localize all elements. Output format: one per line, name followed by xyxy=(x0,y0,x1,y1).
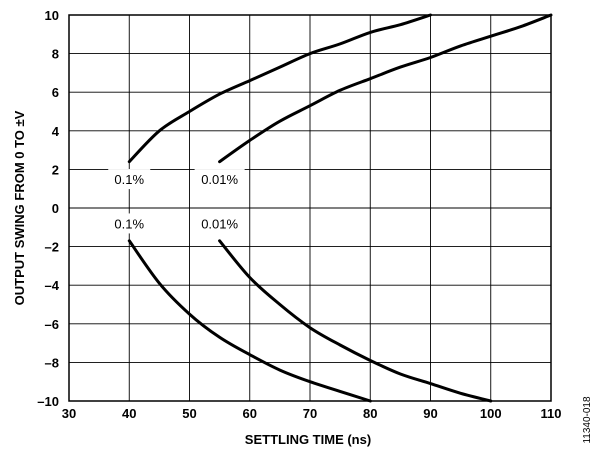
curve-labels: 0.1% 0.01% 0.1% 0.01% xyxy=(108,169,245,234)
x-tick-label: 110 xyxy=(541,406,562,421)
x-tick-label: 70 xyxy=(303,406,317,421)
x-tick-label: 100 xyxy=(480,406,502,421)
y-tick-label: 0 xyxy=(52,201,59,216)
figure-id: 11340-018 xyxy=(582,396,593,444)
x-tick-label: 80 xyxy=(363,406,377,421)
curve-label-background xyxy=(194,213,245,234)
y-tick-label: 10 xyxy=(45,8,59,23)
x-tick-label: 50 xyxy=(182,406,196,421)
series-line xyxy=(218,13,553,164)
series-lines xyxy=(127,13,553,403)
y-tick-label: 4 xyxy=(52,124,60,139)
y-tick-label: –4 xyxy=(45,278,60,293)
y-tick-label: 8 xyxy=(52,47,59,62)
x-tick-label: 30 xyxy=(62,406,76,421)
x-tick-label: 90 xyxy=(423,406,437,421)
y-tick-label: –8 xyxy=(45,355,59,370)
tick-labels: 30 40 50 60 70 80 90 100 110 10 8 6 4 2 0 –2 –4 –6 –8 –10 xyxy=(37,8,561,421)
grid xyxy=(68,14,552,402)
series-line xyxy=(218,239,493,403)
plot-frame xyxy=(68,14,552,402)
y-tick-label: 6 xyxy=(52,85,59,100)
curve-label-background xyxy=(194,169,245,190)
curve-label-background xyxy=(108,213,151,234)
curve-label: 0.01% xyxy=(201,172,238,187)
y-tick-label: 2 xyxy=(52,162,59,177)
curve-label: 0.1% xyxy=(114,216,144,231)
x-axis-title: SETTLING TIME (ns) xyxy=(245,432,371,447)
x-tick-label: 60 xyxy=(243,406,257,421)
curve-label: 0.01% xyxy=(201,216,238,231)
series-line xyxy=(127,239,372,403)
curve-label-background xyxy=(108,169,151,190)
y-tick-label: –6 xyxy=(45,317,59,332)
y-axis-title: OUTPUT SWING FROM 0 TO ±V xyxy=(12,110,27,305)
y-tick-label: –10 xyxy=(37,394,59,409)
series-line xyxy=(127,13,432,164)
curve-label: 0.1% xyxy=(114,172,144,187)
x-tick-label: 40 xyxy=(122,406,136,421)
y-tick-label: –2 xyxy=(45,240,59,255)
